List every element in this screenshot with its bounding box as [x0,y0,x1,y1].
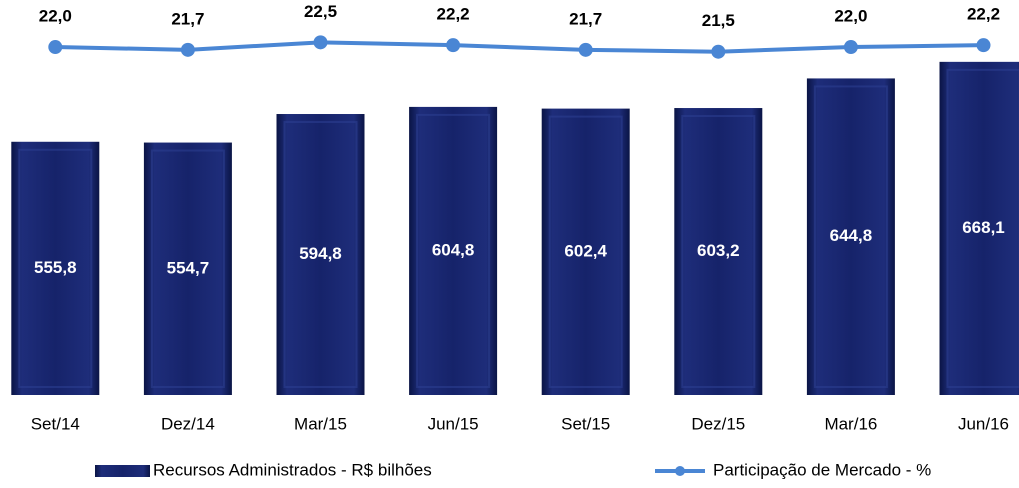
line-point [976,38,991,53]
bar [143,142,232,395]
bar-value-label: 594,8 [299,244,342,263]
bar [11,141,100,395]
bar-value-label: 644,8 [830,226,873,245]
bar-bevel [681,115,756,388]
bar-value-label: 603,2 [697,241,740,260]
bar-value-label: 555,8 [34,258,77,277]
line-point [446,38,461,53]
x-tick-label: Jun/15 [428,414,479,433]
bar-bevel [548,115,623,388]
line [55,40,984,54]
bar-bevel [150,149,225,388]
x-tick-label: Set/15 [561,414,610,433]
x-tick-label: Mar/16 [824,414,877,433]
x-tick-label: Jun/16 [958,414,1009,433]
x-tick-label: Set/14 [31,414,80,433]
bar [409,106,498,395]
bar-bevel [813,85,888,388]
bar [276,114,365,396]
legend-label: Recursos Administrados - R$ bilhões [153,460,432,479]
line-value-label: 22,2 [967,5,1000,24]
bar-bevel [283,121,358,389]
bar-bevel [946,68,1019,388]
line-value-label: 22,2 [437,5,470,24]
legend-swatch-point [675,466,685,476]
line-point [843,40,858,55]
line-value-label: 22,5 [304,2,337,21]
line-value-label: 22,0 [39,7,72,26]
x-tick-label: Dez/14 [161,414,215,433]
bar-value-label: 604,8 [432,240,475,259]
bar-value-label: 668,1 [962,218,1005,237]
bar [806,78,895,395]
line-value-label: 22,0 [834,7,867,26]
line-point [48,40,63,55]
line-point [578,42,593,57]
bar [674,108,763,395]
x-tick-label: Mar/15 [294,414,347,433]
line-value-label: 21,7 [171,9,204,28]
legend-swatch [95,465,150,477]
line-value-label: 21,7 [569,9,602,28]
bar-value-label: 554,7 [167,258,210,277]
legend-label: Participação de Mercado - % [713,460,931,479]
bar [541,108,630,395]
bar [939,61,1019,395]
line-value-label: 21,5 [702,11,735,30]
bar-bevel [18,148,93,388]
line-point [313,35,328,50]
bar-value-label: 602,4 [564,241,607,260]
bar-bevel [416,113,491,388]
line-point [711,44,726,59]
line-point [180,42,195,57]
x-tick-label: Dez/15 [691,414,745,433]
